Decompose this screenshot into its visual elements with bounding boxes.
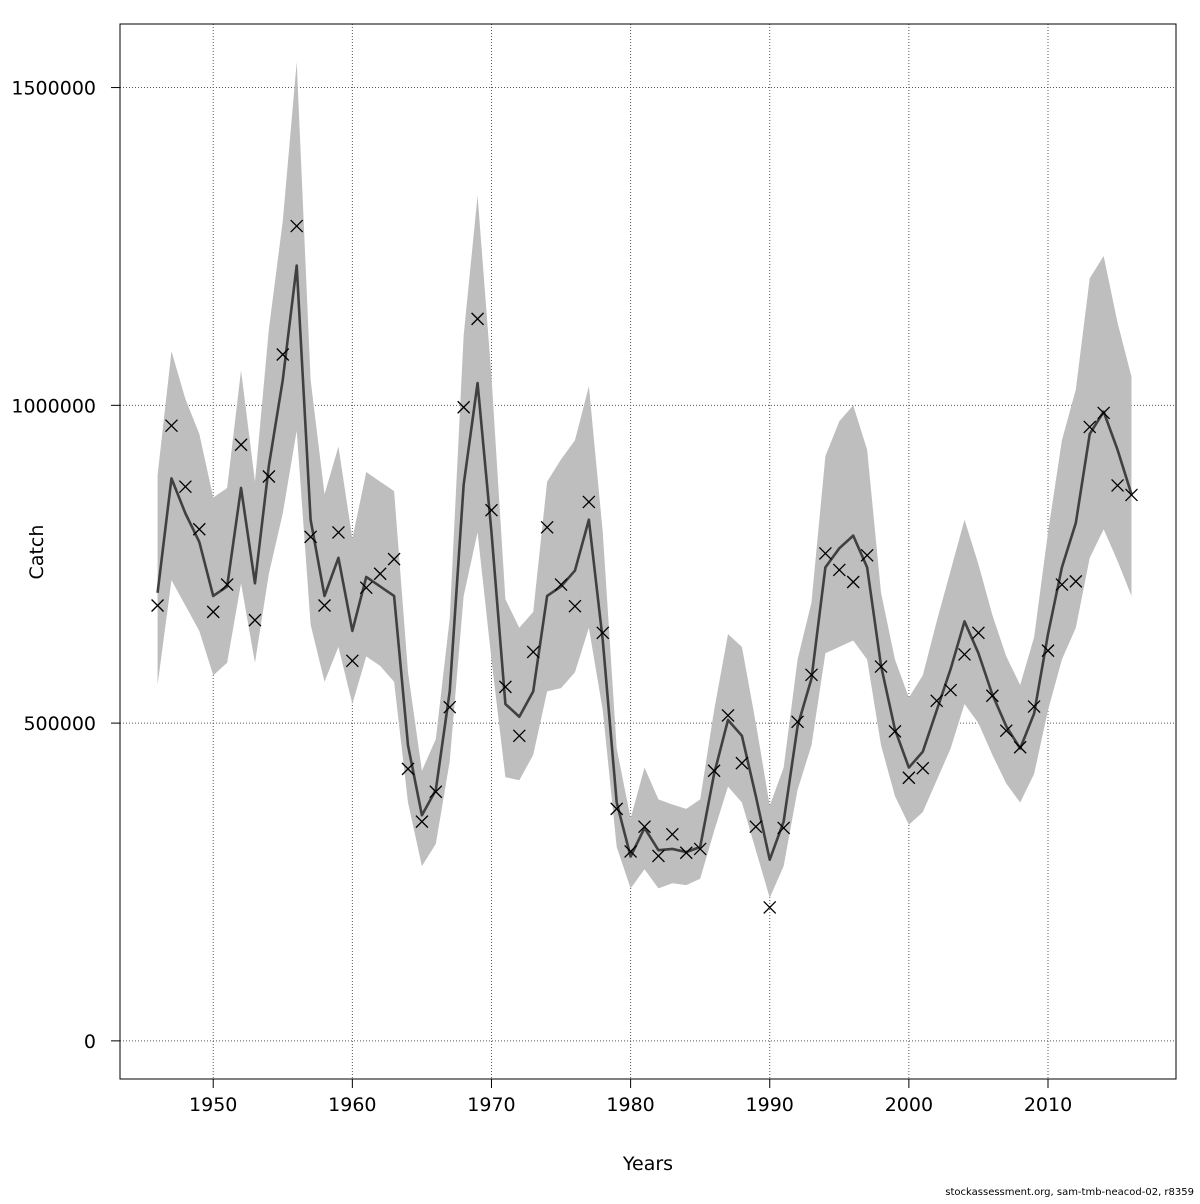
observed-point (596, 626, 610, 640)
observed-point (1013, 740, 1027, 754)
observed-point (192, 522, 206, 536)
plot-frame (119, 23, 1177, 1080)
observed-point (304, 530, 318, 544)
observed-point (498, 680, 512, 694)
observed-point (971, 626, 985, 640)
observed-point (1027, 700, 1041, 714)
observed-point (401, 762, 415, 776)
observed-point (610, 802, 624, 816)
observed-point (707, 764, 721, 778)
observed-point (749, 820, 763, 834)
observed-point (387, 552, 401, 566)
observed-point (985, 689, 999, 703)
x-axis: 1950 1960 1970 1980 1990 2000 2010 (189, 1079, 1072, 1116)
observed-point (777, 821, 791, 835)
observed-point (832, 563, 846, 577)
observed-point (818, 546, 832, 560)
grid-layer (120, 24, 1176, 1079)
observed-point (860, 548, 874, 562)
x-tick-label: 1980 (606, 1094, 654, 1116)
observed-point (318, 599, 331, 612)
observed-point (165, 419, 178, 433)
y-tick-label: 1500000 (11, 78, 96, 100)
observed-point (916, 761, 930, 775)
observed-point (693, 842, 707, 856)
observed-point (1111, 478, 1125, 492)
observed-point (721, 709, 735, 722)
observed-point (665, 827, 679, 841)
observed-point (234, 438, 248, 452)
observed-point (331, 525, 345, 539)
confidence-band (157, 62, 1132, 898)
observed-point (679, 846, 693, 860)
observed-point (512, 729, 526, 743)
observed-point (791, 715, 805, 729)
observed-point (568, 599, 582, 613)
y-axis: 0 500000 1000000 1500000 (11, 78, 120, 1053)
observed-point (1069, 574, 1083, 588)
observed-point (262, 470, 276, 483)
y-tick-label: 1000000 (11, 395, 96, 417)
x-tick-label: 1990 (746, 1094, 794, 1116)
observed-point (443, 700, 457, 714)
y-axis-title: Catch (26, 525, 48, 580)
observed-point (206, 605, 220, 619)
line-layer (156, 264, 1133, 862)
observed-point (999, 724, 1013, 738)
estimate-line (156, 264, 1133, 862)
observed-point (415, 815, 429, 829)
observed-point (902, 771, 916, 785)
points-layer (151, 219, 1138, 914)
observed-point (1125, 488, 1138, 502)
observed-point (944, 683, 958, 697)
footer-credit: stockassessment.org, sam-tmb-neacod-02, … (945, 1187, 1194, 1198)
observed-point (930, 694, 944, 708)
observed-point (359, 581, 373, 595)
observed-point (471, 312, 485, 326)
observed-point (1097, 406, 1111, 420)
observed-point (248, 613, 262, 627)
observed-point (178, 480, 192, 494)
observed-point (276, 348, 290, 361)
observed-point (151, 599, 165, 612)
observed-point (638, 820, 651, 834)
observed-point (763, 900, 777, 914)
band-layer (157, 62, 1132, 898)
observed-point (735, 756, 749, 770)
observed-point (582, 495, 596, 509)
observed-point (846, 575, 860, 589)
x-tick-label: 1960 (328, 1094, 376, 1116)
observed-point (373, 567, 387, 581)
observed-point (429, 785, 443, 799)
x-tick-label: 2000 (885, 1094, 933, 1116)
observed-point (457, 400, 471, 414)
x-tick-label: 1950 (189, 1094, 237, 1116)
x-tick-label: 1970 (467, 1094, 515, 1116)
observed-point (888, 724, 902, 738)
observed-point (1083, 420, 1097, 434)
y-tick-label: 500000 (23, 713, 96, 735)
observed-point (651, 849, 665, 863)
y-tick-label: 0 (84, 1031, 96, 1053)
observed-point (345, 654, 359, 668)
observed-point (624, 845, 638, 858)
observed-point (874, 660, 888, 673)
observed-point (290, 219, 304, 233)
observed-point (220, 578, 234, 592)
observed-point (1041, 644, 1055, 658)
observed-point (1055, 578, 1069, 592)
x-tick-label: 2010 (1024, 1094, 1072, 1116)
observed-point (540, 520, 554, 534)
observed-point (958, 647, 971, 661)
observed-point (805, 668, 818, 682)
observed-point (554, 578, 568, 592)
observed-point (485, 503, 498, 517)
x-axis-title: Years (622, 1153, 673, 1175)
observed-point (526, 645, 540, 659)
